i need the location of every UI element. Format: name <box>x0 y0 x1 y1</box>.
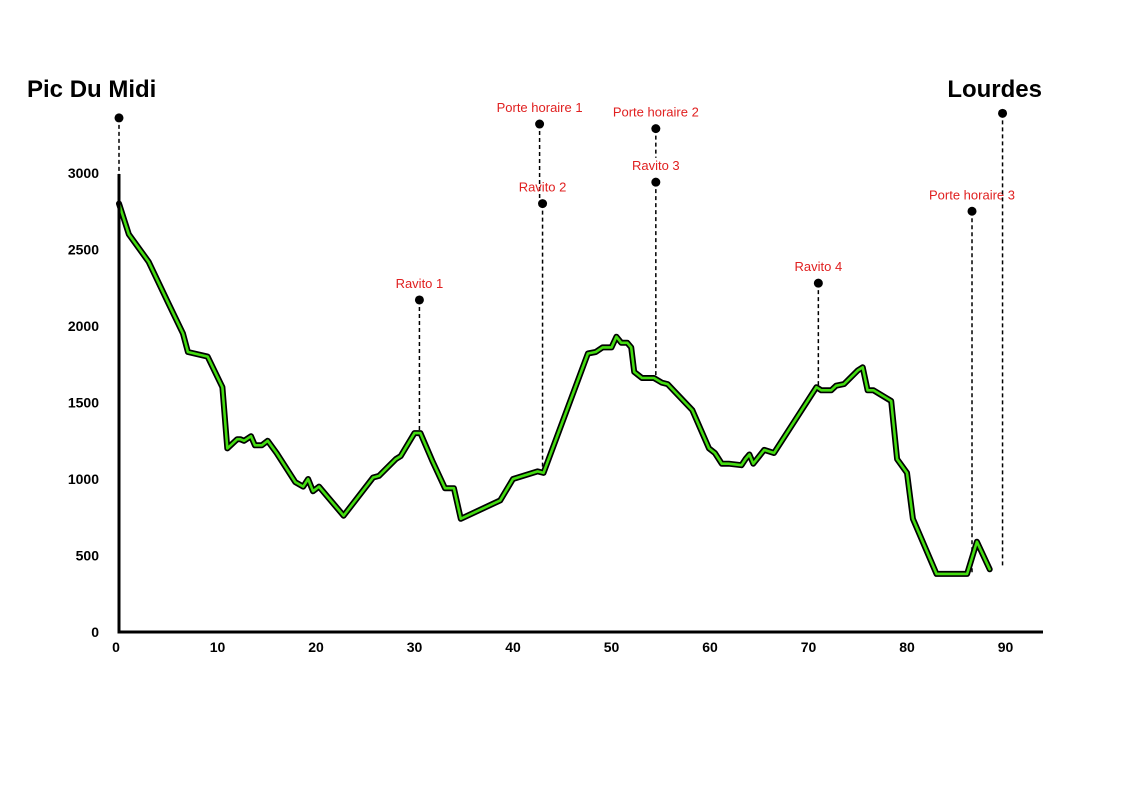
marker-dot <box>535 119 545 129</box>
y-tick-label: 1500 <box>68 395 99 411</box>
elevation-line-layer <box>116 200 993 577</box>
x-tick-label: 50 <box>604 639 620 655</box>
x-tick-label: 70 <box>801 639 817 655</box>
x-tick-label: 30 <box>407 639 423 655</box>
marker-label: Ravito 4 <box>794 259 842 274</box>
x-tick-label: 20 <box>308 639 324 655</box>
marker-label: Ravito 2 <box>519 180 567 195</box>
marker-dot <box>414 295 424 305</box>
y-tick-label: 2000 <box>68 318 99 334</box>
marker-dot <box>813 278 823 288</box>
marker-label: Porte horaire 1 <box>497 100 583 115</box>
y-tick-label: 1000 <box>68 471 99 487</box>
elevation-line-outline <box>116 200 993 577</box>
marker-label: Porte horaire 3 <box>929 187 1015 202</box>
start-location-label: Pic Du Midi <box>27 76 157 103</box>
elevation-line <box>117 202 992 576</box>
marker-label: Ravito 3 <box>632 158 680 173</box>
marker-dot <box>651 124 661 134</box>
y-tick-label: 0 <box>91 624 99 640</box>
y-tick-label: 500 <box>76 548 100 564</box>
markers-layer: Ravito 1 Porte horaire 1 Ravito 2 Porte hor… <box>114 100 1015 573</box>
marker-dot <box>538 199 548 209</box>
x-tick-label: 80 <box>899 639 915 655</box>
x-tick-label: 60 <box>702 639 718 655</box>
marker-label: Ravito 1 <box>396 276 444 291</box>
marker-dot <box>651 177 661 187</box>
marker-label: Porte horaire 2 <box>613 105 699 120</box>
x-tick-label: 40 <box>505 639 521 655</box>
marker-dot <box>114 113 124 123</box>
marker-dot <box>967 206 977 216</box>
end-location-label: Lourdes <box>947 76 1042 103</box>
y-tick-label: 3000 <box>68 165 99 181</box>
x-tick-label: 10 <box>210 639 226 655</box>
axes-layer: 0 10 20 30 40 50 60 70 80 90 0 500 1000 1500 2000 2500 3… <box>68 165 1043 655</box>
x-tick-label: 90 <box>998 639 1014 655</box>
marker-dot <box>998 108 1008 118</box>
y-tick-label: 2500 <box>68 242 99 258</box>
x-tick-label: 0 <box>112 639 120 655</box>
